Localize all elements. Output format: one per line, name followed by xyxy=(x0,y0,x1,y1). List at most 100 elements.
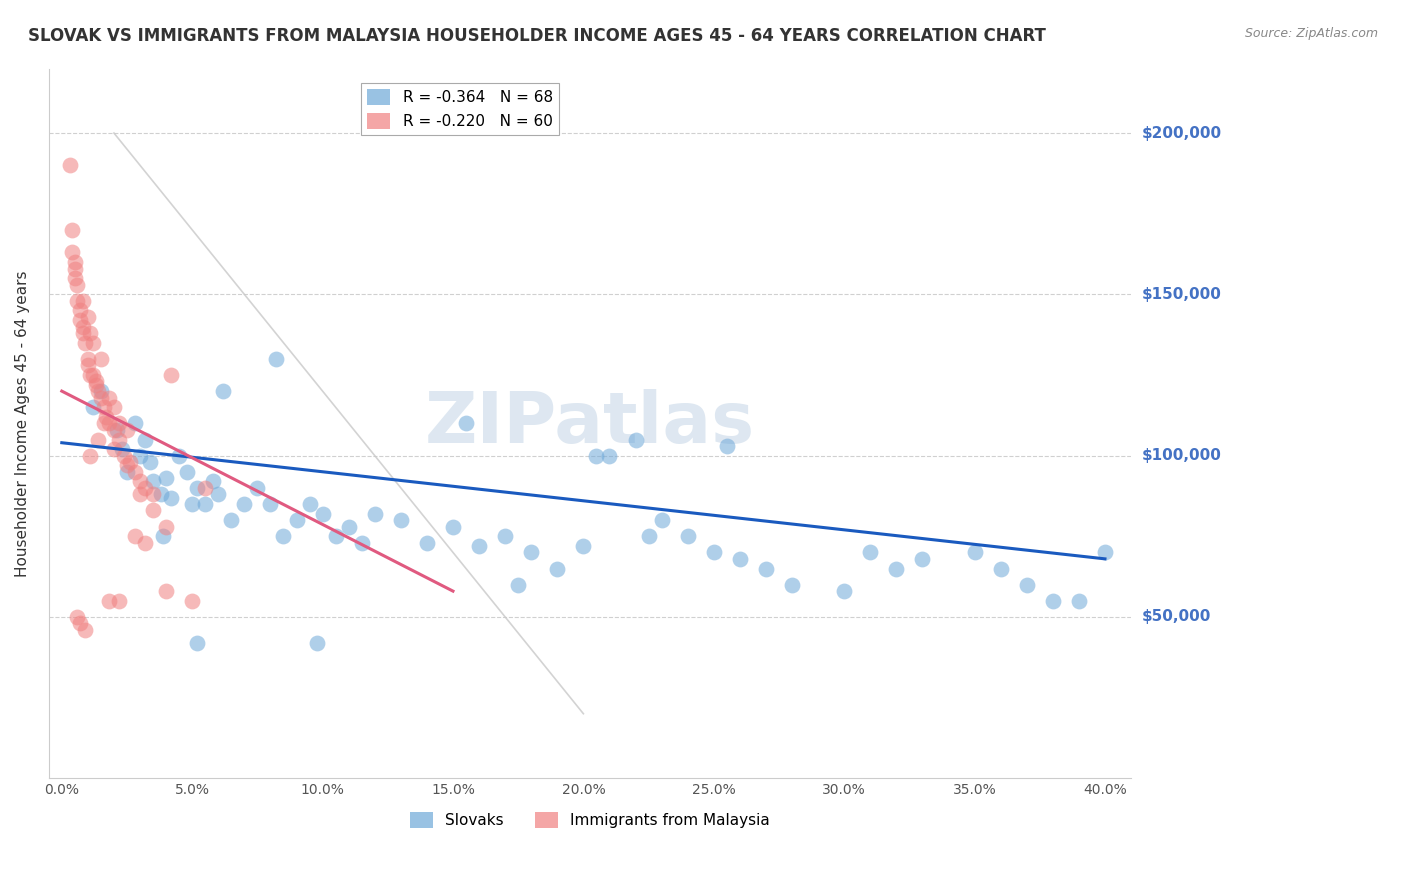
Point xyxy=(202,475,225,489)
Point xyxy=(60,245,83,260)
Point xyxy=(624,433,647,447)
Point xyxy=(90,351,112,366)
Point xyxy=(63,271,86,285)
Point xyxy=(124,417,146,431)
Point xyxy=(111,442,134,457)
Point xyxy=(160,491,183,505)
Point xyxy=(181,497,204,511)
Point xyxy=(82,368,104,382)
Point xyxy=(259,497,281,511)
Point xyxy=(1094,545,1116,559)
Point xyxy=(194,481,217,495)
Point xyxy=(134,535,156,549)
Point xyxy=(129,449,152,463)
Point xyxy=(520,545,543,559)
Point xyxy=(115,465,138,479)
Text: SLOVAK VS IMMIGRANTS FROM MALAYSIA HOUSEHOLDER INCOME AGES 45 - 64 YEARS CORRELA: SLOVAK VS IMMIGRANTS FROM MALAYSIA HOUSE… xyxy=(28,27,1046,45)
Point xyxy=(66,610,89,624)
Point xyxy=(142,475,165,489)
Point xyxy=(637,529,659,543)
Point xyxy=(676,529,699,543)
Point xyxy=(82,335,104,350)
Point xyxy=(105,423,128,437)
Point xyxy=(233,497,256,511)
Point xyxy=(115,423,138,437)
Point xyxy=(63,255,86,269)
Text: ZIPatlas: ZIPatlas xyxy=(425,389,755,458)
Point xyxy=(755,561,778,575)
Point xyxy=(129,487,152,501)
Text: Source: ZipAtlas.com: Source: ZipAtlas.com xyxy=(1244,27,1378,40)
Point xyxy=(186,481,208,495)
Point xyxy=(97,391,120,405)
Point xyxy=(780,577,803,591)
Point xyxy=(298,497,321,511)
Point xyxy=(94,409,117,424)
Point xyxy=(221,513,243,527)
Point xyxy=(1015,577,1038,591)
Point xyxy=(134,481,156,495)
Point xyxy=(886,561,908,575)
Y-axis label: Householder Income Ages 45 - 64 years: Householder Income Ages 45 - 64 years xyxy=(15,270,30,576)
Point xyxy=(75,335,97,350)
Point xyxy=(572,539,595,553)
Point xyxy=(76,359,98,373)
Point xyxy=(246,481,269,495)
Point xyxy=(112,449,135,463)
Point xyxy=(118,455,141,469)
Point xyxy=(63,261,86,276)
Point xyxy=(364,507,387,521)
Point xyxy=(311,507,333,521)
Legend: Slovaks, Immigrants from Malaysia: Slovaks, Immigrants from Malaysia xyxy=(404,806,776,834)
Point xyxy=(139,455,162,469)
Point xyxy=(69,313,91,327)
Point xyxy=(93,417,115,431)
Point xyxy=(124,529,146,543)
Point xyxy=(285,513,308,527)
Point xyxy=(72,326,94,340)
Point xyxy=(66,277,89,292)
Point xyxy=(90,384,112,398)
Point xyxy=(585,449,607,463)
Point xyxy=(155,471,177,485)
Point xyxy=(207,487,229,501)
Point xyxy=(155,519,177,533)
Point xyxy=(494,529,516,543)
Point xyxy=(186,636,208,650)
Point xyxy=(963,545,986,559)
Point xyxy=(152,529,174,543)
Point xyxy=(859,545,882,559)
Point xyxy=(142,503,165,517)
Point xyxy=(325,529,347,543)
Text: $200,000: $200,000 xyxy=(1142,126,1222,141)
Point xyxy=(176,465,198,479)
Point xyxy=(546,561,568,575)
Point xyxy=(728,552,751,566)
Point xyxy=(97,417,120,431)
Point xyxy=(97,594,120,608)
Point xyxy=(832,584,855,599)
Point xyxy=(454,417,477,431)
Point xyxy=(60,223,83,237)
Text: $100,000: $100,000 xyxy=(1142,448,1222,463)
Point xyxy=(508,577,530,591)
Point xyxy=(59,158,82,172)
Point xyxy=(134,433,156,447)
Point xyxy=(337,519,360,533)
Point xyxy=(93,401,115,415)
Point xyxy=(87,433,110,447)
Point xyxy=(990,561,1012,575)
Point xyxy=(124,465,146,479)
Text: $50,000: $50,000 xyxy=(1142,609,1212,624)
Point xyxy=(108,417,131,431)
Point xyxy=(212,384,235,398)
Point xyxy=(1067,594,1090,608)
Point xyxy=(108,433,131,447)
Point xyxy=(716,439,738,453)
Point xyxy=(416,535,439,549)
Point xyxy=(87,384,110,398)
Point xyxy=(703,545,725,559)
Point xyxy=(155,584,177,599)
Point xyxy=(441,519,464,533)
Point xyxy=(142,487,165,501)
